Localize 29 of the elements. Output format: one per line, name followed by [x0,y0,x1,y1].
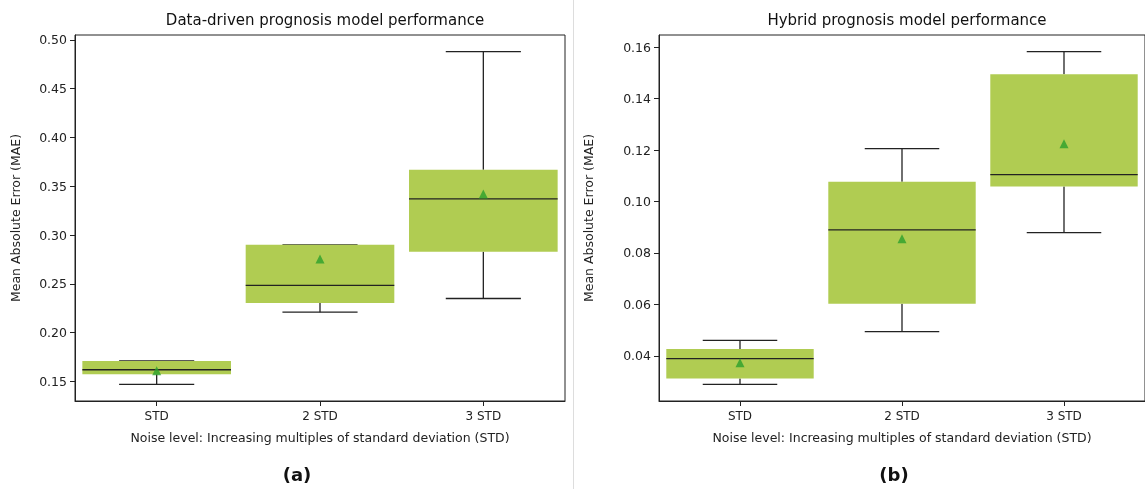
y-tick-label: 0.50 [39,32,68,48]
y-tick-label: 0.14 [623,91,652,107]
y-tick-label: 0.12 [623,142,651,158]
x-tick-label: 3 STD [1046,409,1082,423]
y-tick-label: 0.30 [39,227,68,243]
chart-title: Data-driven prognosis model performance [165,10,485,29]
y-tick-label: 0.40 [39,129,68,145]
y-tick-label: 0.06 [623,296,652,312]
text: (a) [282,463,312,485]
x-axis-title: Noise level: Increasing multiples of standard deviation (STD) [130,430,510,445]
y-tick-label: 0.25 [39,276,67,292]
y-axis-title: Mean Absolute Error (MAE) [8,133,23,303]
y-tick-label: 0.45 [39,81,67,97]
x-axis-title: Noise level: Increasing multiples of standard deviation (STD) [712,430,1092,445]
x-tick-label: STD [144,409,169,423]
y-tick-label: 0.10 [623,194,652,210]
y-tick-label: 0.35 [39,178,67,194]
y-tick-label: 0.04 [623,348,652,364]
x-tick-label: 3 STD [465,409,502,423]
y-tick-label: 0.20 [39,325,68,341]
x-tick-label: 2 STD [302,409,338,423]
y-axis-title: Mean Absolute Error (MAE) [581,133,596,303]
x-tick-label: STD [727,409,753,423]
y-tick-label: 0.15 [39,373,67,389]
y-tick-label: 0.16 [623,39,652,55]
y-tick-label: 0.08 [623,245,652,261]
chart-title: Hybrid prognosis model performance [767,10,1047,29]
x-tick-label: 2 STD [884,409,920,423]
text: (b) [879,463,909,485]
